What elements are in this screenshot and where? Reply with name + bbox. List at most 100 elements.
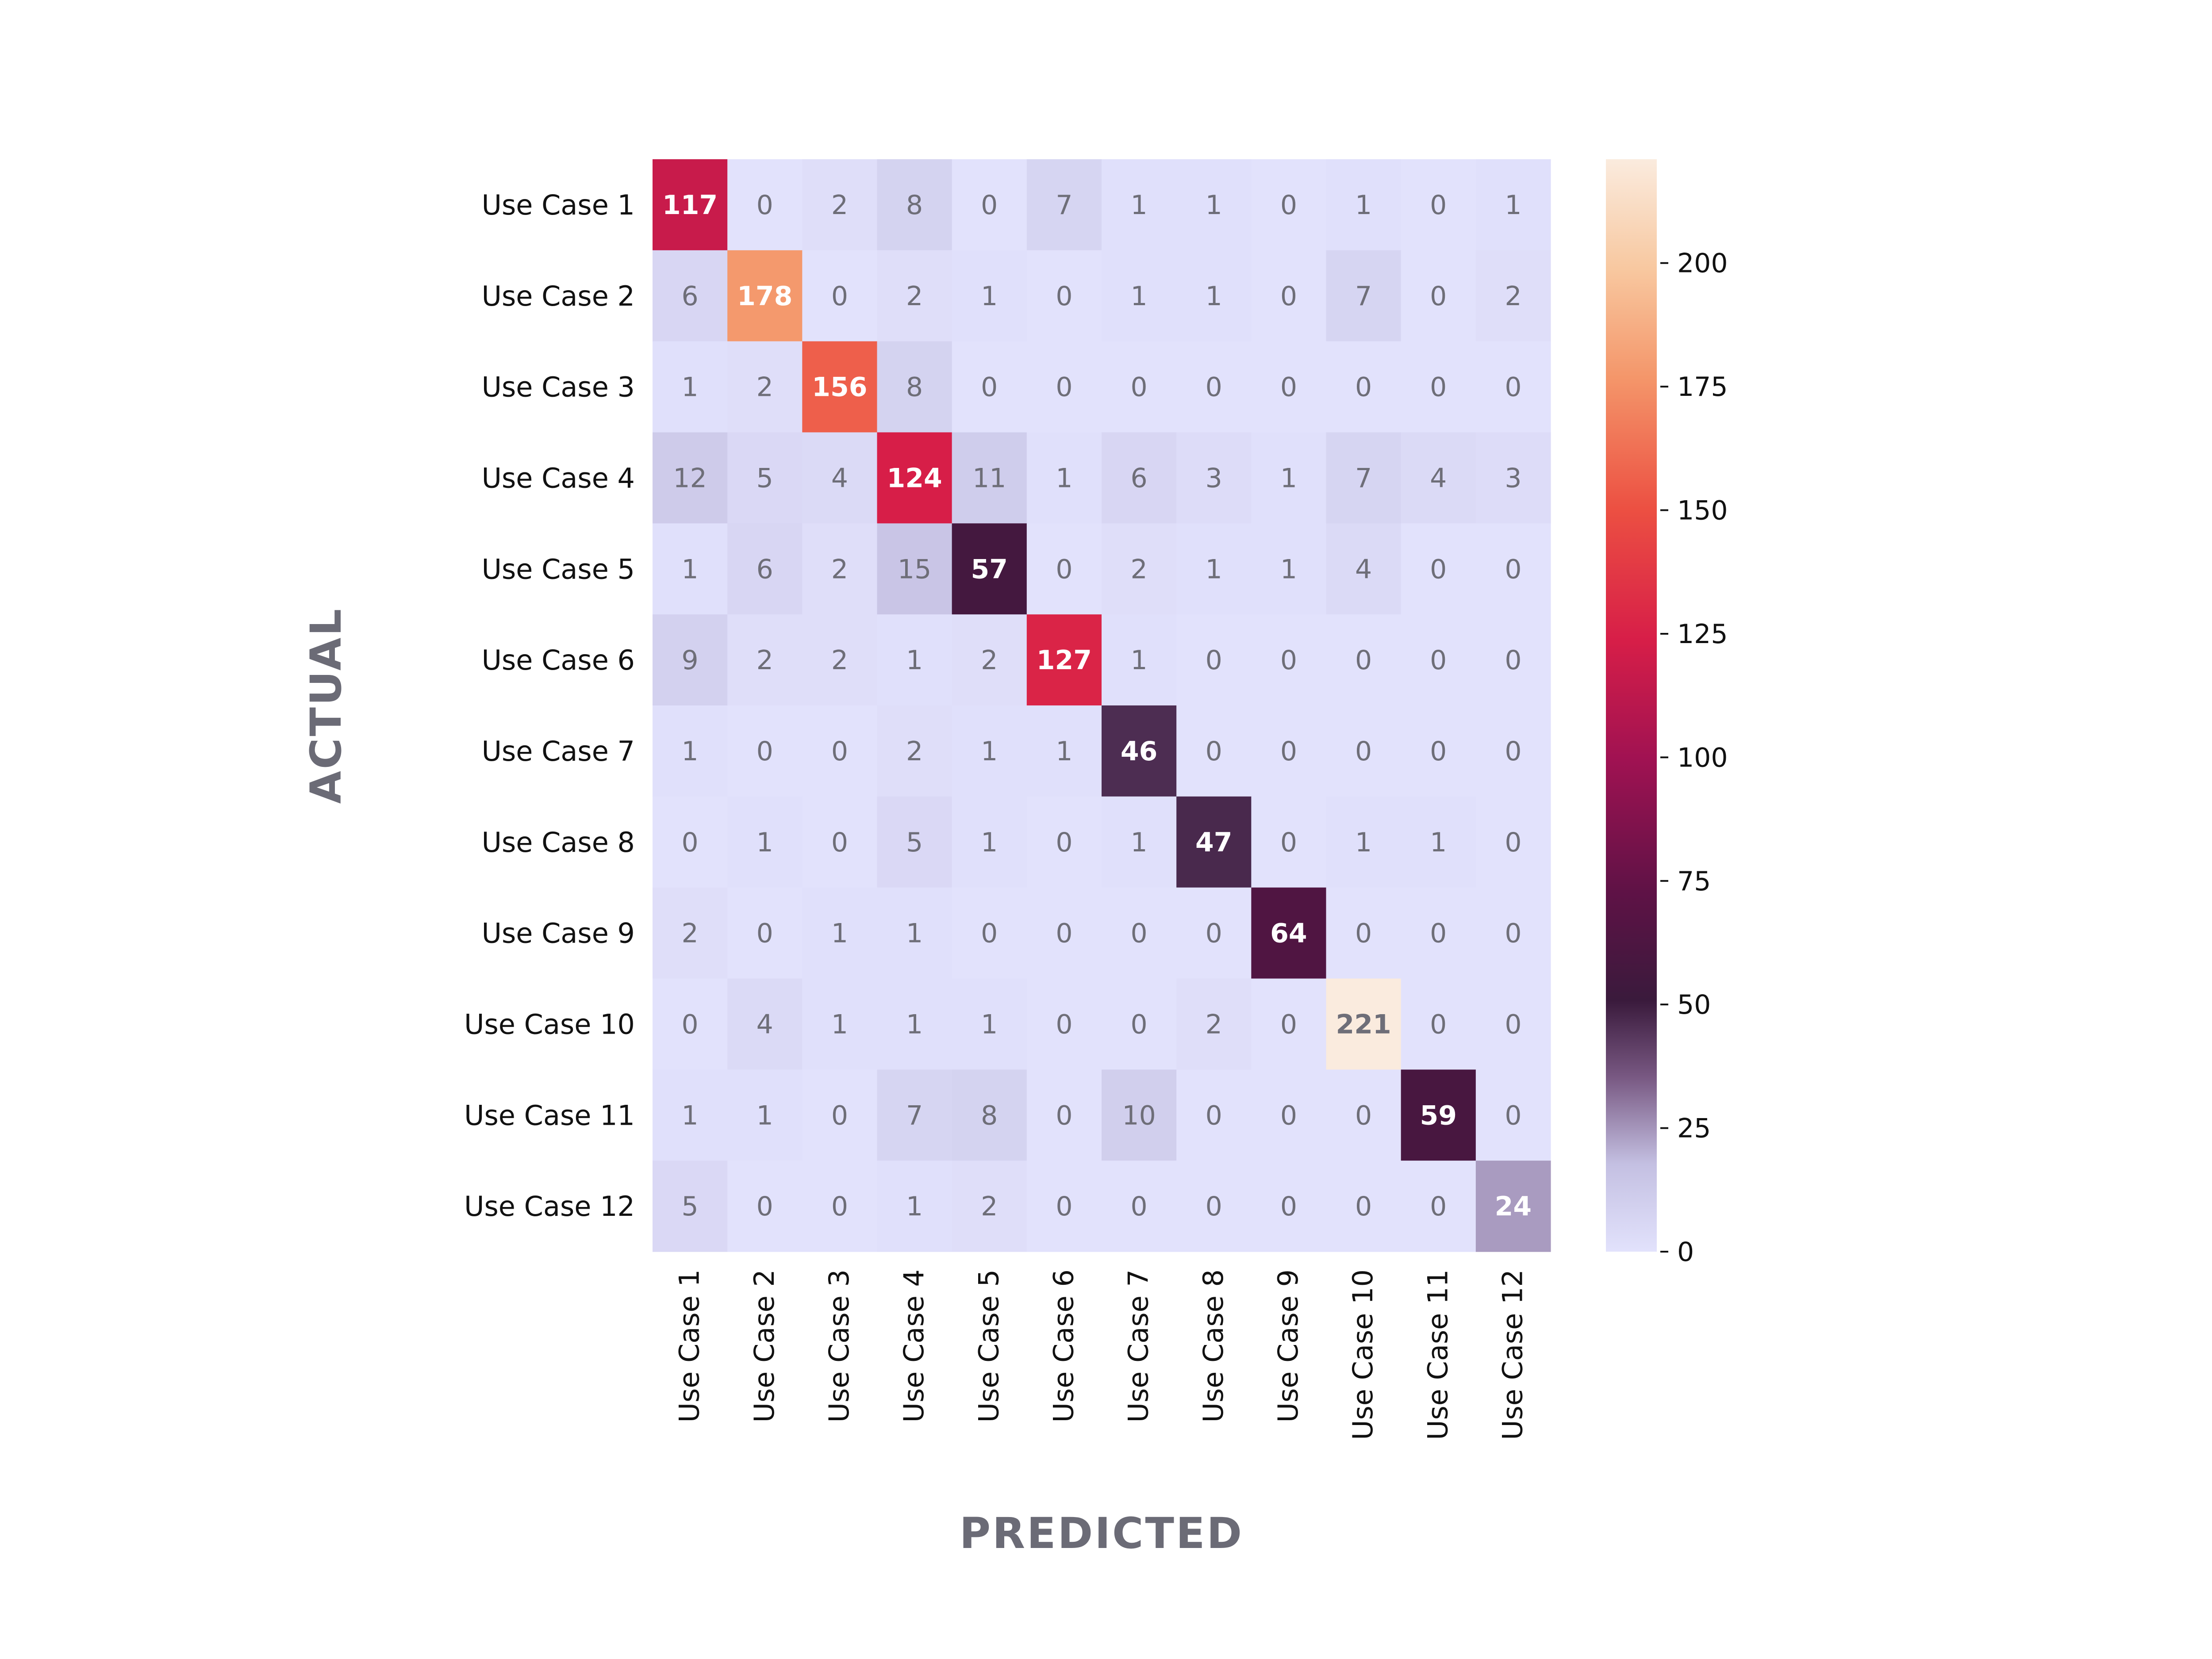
cell-value-label: 2 (831, 190, 848, 221)
cell-value-label: 0 (1280, 190, 1297, 221)
y-tick-label: Use Case 11 (464, 1099, 635, 1131)
heatmap-cell (1026, 614, 1102, 706)
cell-value-label: 1 (831, 1009, 848, 1040)
heatmap-cell (1475, 523, 1551, 615)
cell-value-label: 11 (972, 463, 1006, 494)
cell-value-label: 57 (971, 554, 1008, 585)
cell-value-label: 0 (1430, 372, 1447, 403)
cell-value-label: 0 (1280, 372, 1297, 403)
cell-value-label: 0 (1130, 372, 1147, 403)
cell-value-label: 1 (1355, 190, 1372, 221)
heatmap-cell (1475, 705, 1551, 797)
heatmap-cell (1251, 250, 1327, 342)
cell-value-label: 2 (757, 372, 773, 403)
cell-value-label: 0 (757, 190, 773, 221)
cell-value-label: 2 (981, 1191, 998, 1222)
cell-value-label: 221 (1336, 1009, 1391, 1040)
heatmap-cell (802, 1161, 878, 1252)
heatmap-cell (877, 614, 952, 706)
heatmap-cell (1326, 796, 1402, 888)
cell-value-label: 0 (1206, 736, 1222, 767)
heatmap-cell (727, 705, 803, 797)
heatmap-cell (1326, 159, 1402, 251)
cell-value-label: 1 (1130, 190, 1147, 221)
heatmap-cell (1326, 432, 1402, 524)
cell-value-label: 2 (1130, 554, 1147, 585)
heatmap-cell (1475, 614, 1551, 706)
cell-value-label: 0 (1355, 1100, 1372, 1131)
cell-value-label: 0 (1430, 1009, 1447, 1040)
heatmap-cell (1326, 614, 1402, 706)
y-tick-label: Use Case 2 (482, 280, 635, 312)
heatmap-cell (1102, 159, 1177, 251)
x-tick-label: Use Case 1 (673, 1269, 706, 1422)
y-axis-title: ACTUAL (301, 607, 351, 804)
cell-value-label: 0 (1430, 190, 1447, 221)
cell-value-label: 1 (981, 1009, 998, 1040)
heatmap-cell (877, 159, 952, 251)
cell-value-label: 1 (1206, 281, 1222, 312)
heatmap-cell (1026, 796, 1102, 888)
cell-value-label: 0 (1056, 372, 1072, 403)
cell-value-label: 0 (1280, 827, 1297, 858)
heatmap-cell (1401, 705, 1476, 797)
heatmap-cell (1102, 250, 1177, 342)
cell-value-label: 2 (1206, 1009, 1222, 1040)
cell-value-label: 1 (1206, 190, 1222, 221)
heatmap-cell (727, 1069, 803, 1161)
cell-value-label: 0 (1130, 918, 1147, 949)
y-tick-label: Use Case 9 (482, 917, 635, 950)
y-tick-label: Use Case 1 (482, 189, 635, 221)
heatmap-cell (802, 432, 878, 524)
cell-value-label: 0 (831, 1191, 848, 1222)
x-tick-label: Use Case 8 (1197, 1269, 1229, 1422)
heatmap-cell (952, 432, 1027, 524)
y-tick-label: Use Case 10 (464, 1008, 635, 1040)
colorbar-tick-label: 25 (1677, 1113, 1711, 1144)
cell-value-label: 0 (757, 736, 773, 767)
heatmap-cell (1251, 1161, 1327, 1252)
cell-value-label: 0 (681, 1009, 698, 1040)
cell-value-label: 4 (1430, 463, 1447, 494)
heatmap-cell (877, 1161, 952, 1252)
heatmap-cell (1026, 705, 1102, 797)
heatmap-cell (727, 887, 803, 979)
heatmap-cell (802, 705, 878, 797)
cell-value-label: 1 (1130, 645, 1147, 676)
cell-value-label: 3 (1206, 463, 1222, 494)
heatmap-cell (802, 523, 878, 615)
cell-value-label: 0 (1280, 645, 1297, 676)
colorbar-tick-label: 50 (1677, 989, 1711, 1020)
heatmap-cell (1176, 705, 1252, 797)
x-tick-label: Use Case 5 (972, 1269, 1005, 1422)
cell-value-label: 7 (1355, 463, 1372, 494)
cell-value-label: 0 (1056, 554, 1072, 585)
cell-value-label: 0 (1130, 1191, 1147, 1222)
heatmap-cell (653, 159, 728, 251)
y-tick-label: Use Case 7 (482, 735, 635, 767)
y-axis-tick-labels: Use Case 1 Use Case 2 Use Case 3 Use Case 4… (464, 189, 635, 1222)
heatmap-cell (1026, 432, 1102, 524)
cell-value-label: 5 (757, 463, 773, 494)
heatmap-cell (653, 432, 728, 524)
heatmap-cell (1401, 978, 1476, 1070)
heatmap-cell (653, 978, 728, 1070)
colorbar-tick-label: 100 (1677, 742, 1728, 773)
cell-value-label: 0 (1280, 1191, 1297, 1222)
cell-value-label: 156 (812, 372, 867, 403)
heatmap-cell (802, 887, 878, 979)
cell-value-label: 0 (1505, 554, 1521, 585)
cell-value-label: 1 (1505, 190, 1521, 221)
heatmap-cell (1026, 341, 1102, 433)
cell-value-label: 64 (1270, 918, 1307, 949)
cell-value-label: 8 (906, 190, 923, 221)
cell-value-label: 0 (1430, 736, 1447, 767)
heatmap-cell (1401, 341, 1476, 433)
heatmap-cell (1326, 887, 1402, 979)
heatmap-cell (1026, 159, 1102, 251)
cell-value-label: 59 (1420, 1100, 1457, 1131)
cell-value-label: 4 (1355, 554, 1372, 585)
cell-value-label: 2 (906, 281, 923, 312)
cell-value-label: 0 (1206, 918, 1222, 949)
cell-value-label: 1 (757, 827, 773, 858)
